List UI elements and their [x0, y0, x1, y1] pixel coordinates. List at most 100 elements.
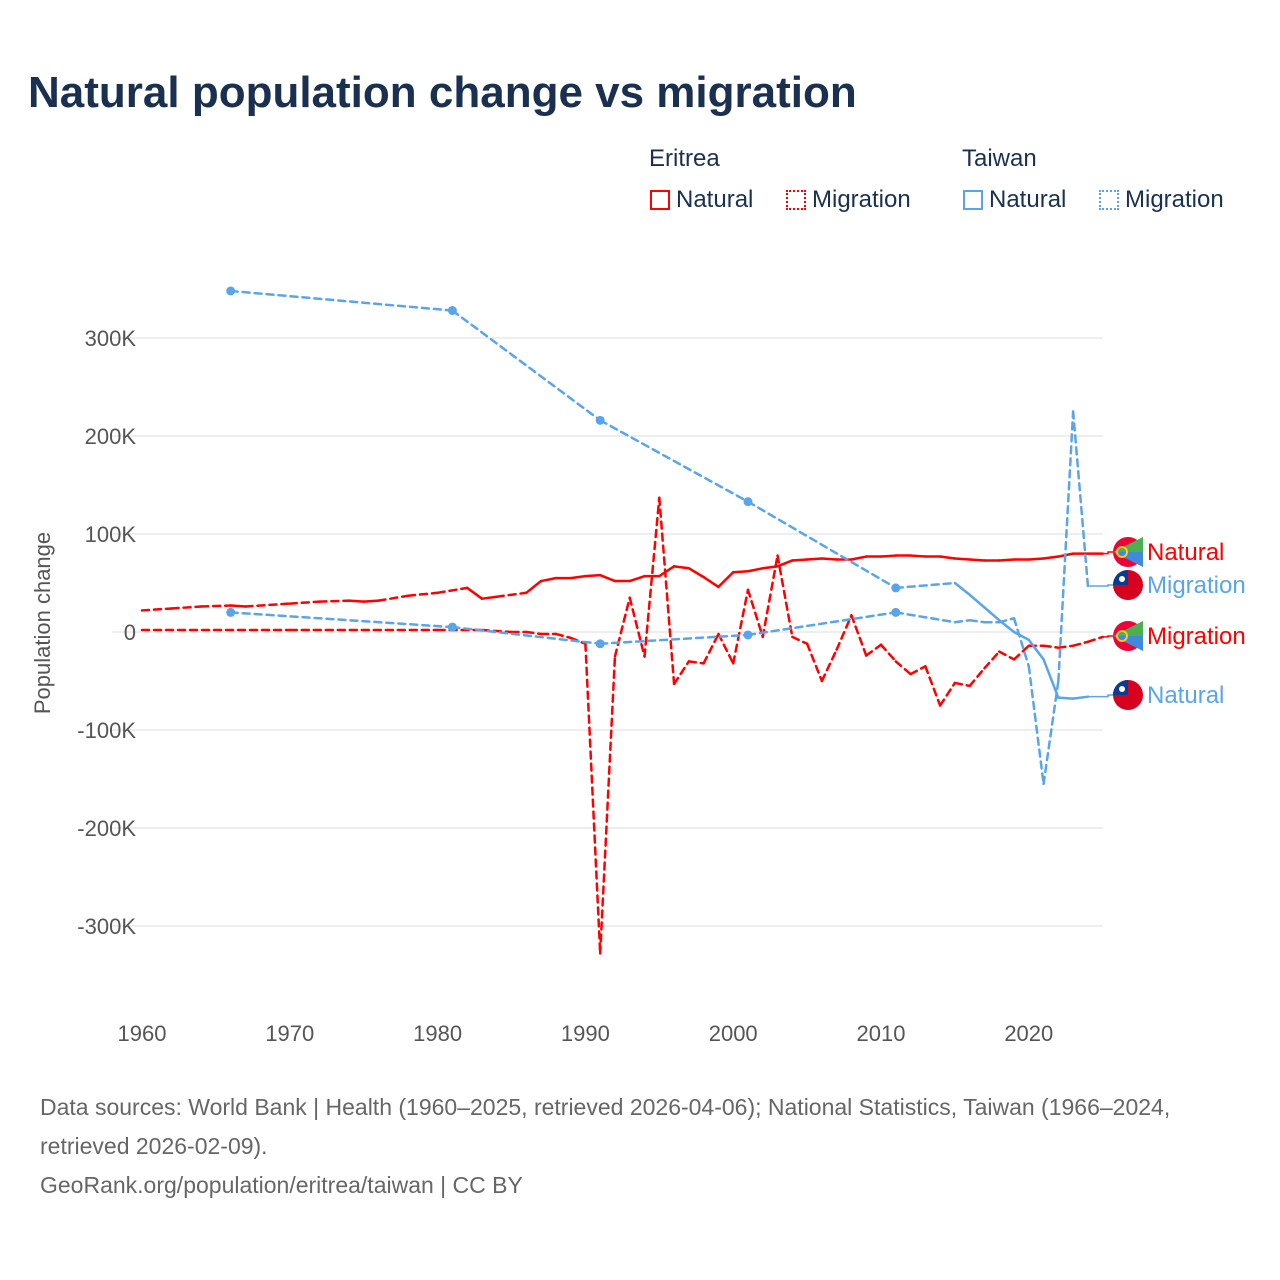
series-eritrea-migration [140, 496, 1104, 955]
series-segment [1027, 665, 1045, 786]
series-segment [465, 586, 484, 600]
series-segment [229, 289, 454, 312]
series-segment [1071, 640, 1090, 647]
y-tick-label: -300K [77, 914, 136, 939]
series-segment [1057, 696, 1075, 700]
series-segment [953, 557, 971, 561]
series-segment [746, 588, 765, 639]
series-segment [377, 594, 410, 602]
y-tick-label: -200K [77, 816, 136, 841]
series-segment [997, 617, 1016, 624]
series-segment [451, 309, 602, 422]
legend-eritrea-migration[interactable]: Migration [786, 186, 911, 214]
series-segment [598, 633, 750, 646]
series-segment [983, 606, 1001, 622]
series-segment [938, 555, 957, 560]
legend-label: Natural [676, 186, 754, 213]
series-segment [658, 565, 676, 578]
x-tick-label: 1960 [118, 1021, 167, 1046]
y-tick-label: 100K [85, 522, 137, 547]
series-segment [835, 614, 853, 651]
series-segment [525, 579, 543, 595]
flag-emblem [1116, 630, 1128, 642]
series-segment [761, 554, 779, 639]
x-tick-label: 1970 [265, 1021, 314, 1046]
series-segment [406, 591, 439, 597]
y-tick-label: 0 [124, 620, 136, 645]
series-segment [894, 660, 912, 676]
series-segment [525, 630, 543, 636]
legend-taiwan-migration[interactable]: Migration [1099, 186, 1224, 214]
legend-group-taiwan: Taiwan [962, 145, 1037, 172]
series-segment [909, 554, 927, 558]
series-segment [864, 643, 883, 657]
footer: Data sources: World Bank | Health (1960–… [40, 1088, 1250, 1205]
chart-title: Natural population change vs migration [28, 68, 857, 117]
legend-label: Migration [1125, 186, 1224, 213]
series-segment [879, 643, 898, 663]
end-label: Natural [1147, 539, 1224, 566]
series-segment [1086, 635, 1104, 644]
series-segment [495, 591, 528, 598]
series-segment [1027, 638, 1045, 661]
data-point [743, 630, 753, 640]
series-segment [628, 574, 646, 583]
series-segment [894, 611, 957, 624]
series-segment [672, 660, 691, 686]
series-segment [805, 557, 824, 561]
legend-eritrea-natural[interactable]: Natural [650, 186, 753, 214]
series-segment [584, 573, 602, 578]
series-segment [347, 599, 365, 603]
y-tick-label: -100K [77, 718, 136, 743]
x-tick-label: 2010 [857, 1021, 906, 1046]
series-segment [702, 632, 720, 665]
series-segment [1042, 644, 1060, 649]
series-segment [879, 554, 898, 558]
series-segment [1042, 555, 1060, 560]
legend-taiwan-natural[interactable]: Natural [963, 186, 1066, 214]
series-segment [997, 558, 1016, 562]
end-label: Migration [1147, 623, 1246, 650]
dotted-swatch-icon [786, 190, 806, 210]
series-segment [731, 588, 750, 665]
series-segment [1042, 679, 1060, 786]
series-segment [288, 600, 321, 605]
y-tick-label: 200K [85, 424, 137, 449]
series-segment [1027, 557, 1045, 561]
series-eritrea-natural [140, 552, 1104, 612]
series-segment [1057, 644, 1075, 649]
series-segment [362, 599, 380, 603]
series-segment [953, 581, 971, 597]
series-segment [702, 575, 720, 589]
series-segment [598, 419, 750, 503]
series-segment [820, 557, 838, 561]
series-segment [229, 611, 454, 629]
series-segment [820, 648, 838, 683]
data-point [595, 415, 605, 425]
series-segment [1057, 410, 1075, 683]
flag-green [1113, 621, 1143, 636]
flag-green [1113, 537, 1143, 552]
series-segment [436, 586, 469, 595]
legend-label: Migration [812, 186, 911, 213]
label-connector [1087, 584, 1114, 587]
series-segment [805, 642, 824, 683]
series-segment [968, 618, 986, 624]
series-segment [731, 569, 750, 574]
taiwan-flag-icon [1113, 680, 1143, 710]
series-segment [584, 642, 602, 955]
series-segment [1042, 658, 1060, 699]
series-segment [569, 574, 587, 580]
series-segment [1071, 410, 1090, 588]
source-link[interactable]: GeoRank.org/population/eritrea/taiwan | … [40, 1172, 523, 1198]
series-segment [658, 496, 676, 686]
dotted-swatch-icon [1099, 190, 1119, 210]
series-segment [318, 599, 351, 603]
series-segment [968, 667, 986, 688]
series-taiwan-migration [226, 410, 1090, 786]
line-chart: 300K 200K 100K 0 -100K -200K -300K 1960 1970 1980… [30, 286, 1246, 1046]
data-point [226, 607, 236, 617]
flag-blue [1113, 636, 1143, 651]
series-segment [628, 596, 646, 658]
